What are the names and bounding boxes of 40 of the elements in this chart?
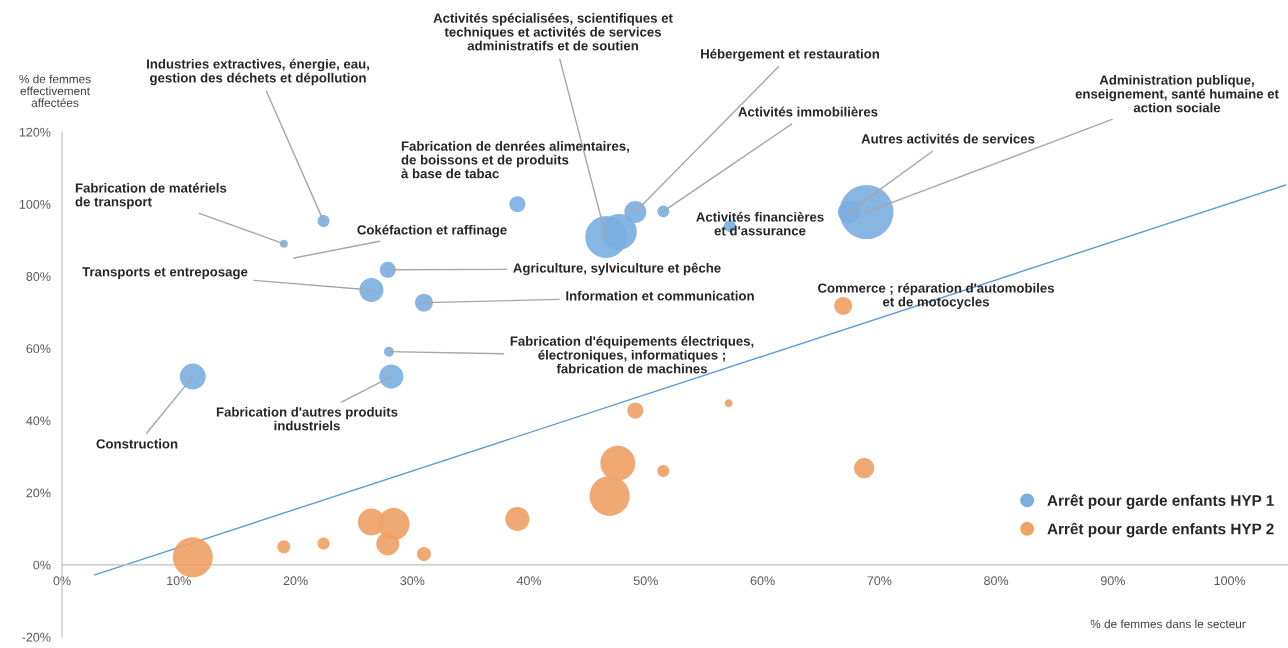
x-tick-label: 0% <box>53 576 71 586</box>
annotation: Industries extractives, énergie, eau, gestion des déchets et dépollution <box>147 58 369 86</box>
x-tick-label: 10% <box>167 576 191 586</box>
annotation: Transports et entreposage <box>82 267 248 280</box>
annotation: Agriculture, sylviculture et pêche <box>513 262 721 276</box>
annotation: Construction <box>96 438 178 449</box>
x-tick-label: 70% <box>867 576 892 586</box>
annotation: Fabrication de matériels de transport <box>75 182 227 210</box>
annotation: Cokéfaction et raffinage <box>357 224 507 238</box>
x-tick-label: 100% <box>1214 576 1246 586</box>
annotation: Fabrication d'équipements électriques, électroniques, informatiques ; fabrication de machines <box>510 335 754 374</box>
y-tick-label: 100% <box>19 199 51 209</box>
annotation: Hébergement et restauration <box>701 48 880 62</box>
legend-label: Arrêt pour garde enfants HYP 1 <box>1047 494 1274 510</box>
y-tick-label: -20% <box>22 632 51 642</box>
y-tick-label: 0% <box>33 560 51 570</box>
x-tick-label: 80% <box>984 576 1009 586</box>
x-tick-label: 40% <box>516 576 542 586</box>
x-tick-label: 90% <box>1100 576 1125 586</box>
annotation: Activités spécialisées, scientifiques et techniques et activités de services administratifs et de soutien <box>433 12 673 51</box>
x-tick-label: 50% <box>633 576 658 586</box>
annotation: Administration publique, enseignement, santé humaine et action sociale <box>1075 75 1279 113</box>
y-tick-label: 80% <box>26 272 51 281</box>
annotation: Fabrication de denrées alimentaires, de boissons et de produits à base de tabac <box>401 141 629 179</box>
x-tick-label: 20% <box>283 576 308 586</box>
x-axis-title: % de femmes dans le secteur <box>1090 619 1246 629</box>
y-tick-label: 20% <box>26 488 51 498</box>
y-tick-label: 60% <box>26 344 51 354</box>
annotation: Commerce ; réparation d'automobiles et de motocycles <box>818 282 1054 310</box>
annotation: Fabrication d'autres produits industriels <box>216 406 398 431</box>
y-axis-title: % de femmes effectivement affectées <box>19 74 91 108</box>
x-tick-label: 60% <box>750 576 775 586</box>
annotation: Activités immobilières <box>738 106 878 117</box>
annotation: Activités financières et d'assurance <box>696 211 824 236</box>
annotation: Autres activités de services <box>861 133 1035 144</box>
y-tick-label: 120% <box>19 127 51 137</box>
annotation: Information et communication <box>566 290 754 301</box>
x-tick-label: 30% <box>400 576 425 586</box>
legend-label: Arrêt pour garde enfants HYP 2 <box>1047 522 1274 538</box>
y-tick-label: 40% <box>26 416 51 426</box>
